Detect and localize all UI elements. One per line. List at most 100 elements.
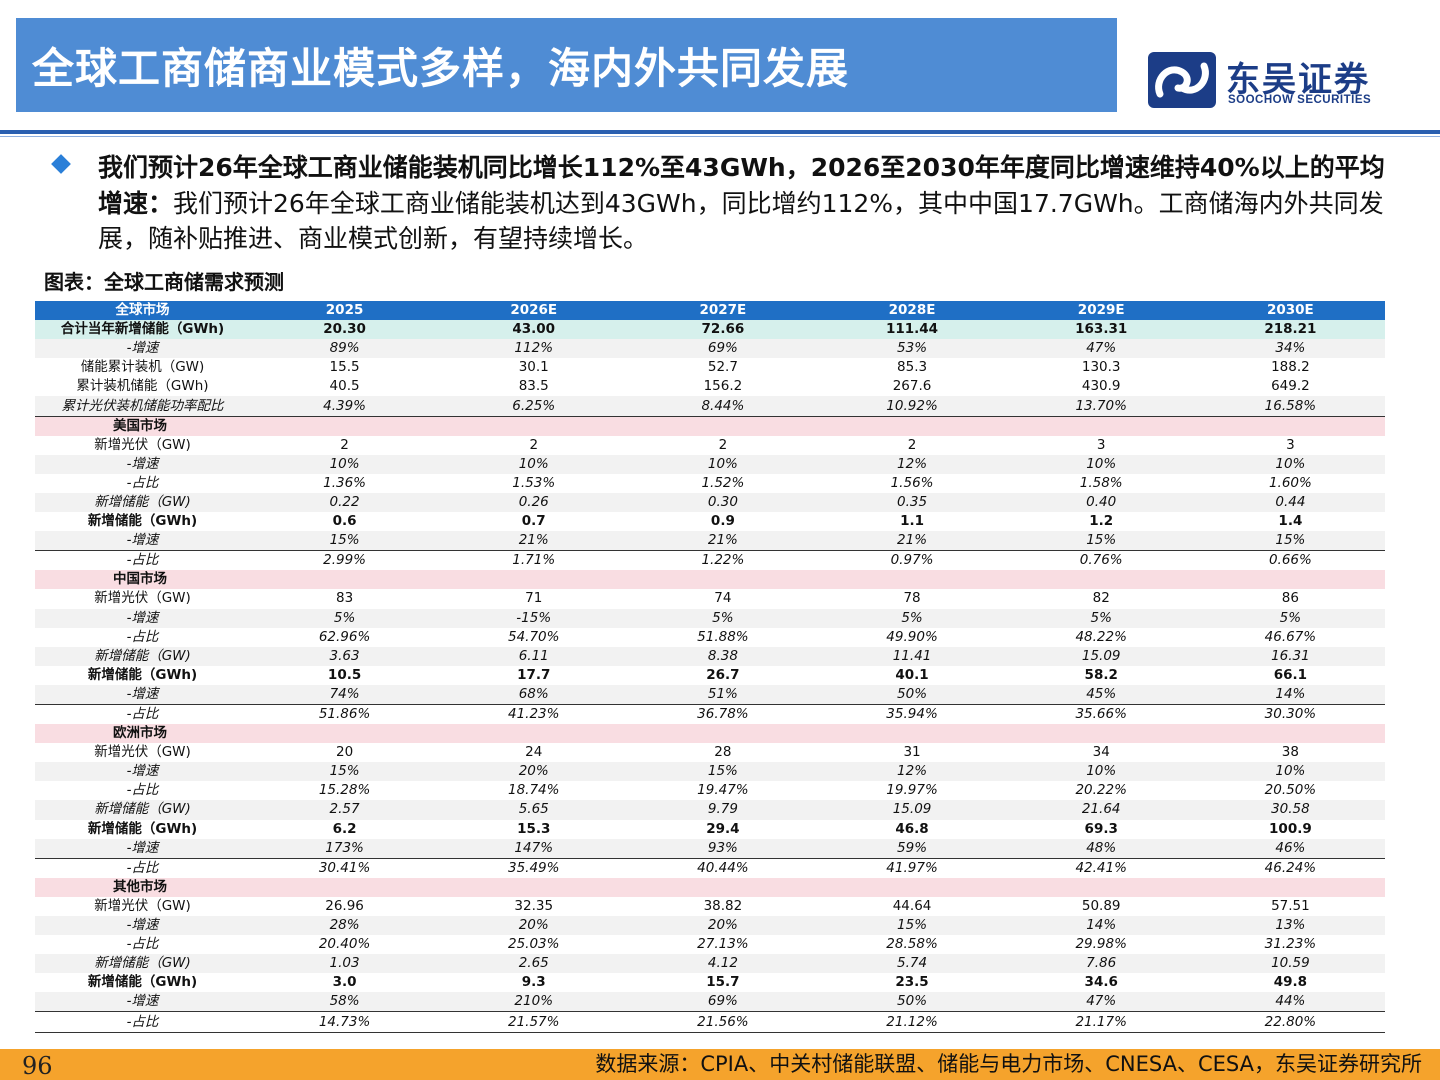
table-row: 新增储能（GW) 1.03 2.65 4.12 5.74 7.86 10.59	[35, 954, 1385, 974]
value-cell: 50%	[817, 684, 1007, 705]
value-cell: 173%	[250, 838, 440, 859]
value-cell: 649.2	[1271, 378, 1310, 395]
header-cell: 2028E	[817, 301, 1007, 321]
header-cell: 2030E	[1195, 301, 1385, 321]
value-cell: 5.74	[817, 954, 1007, 974]
value-cell: 0.26	[439, 492, 629, 513]
table-row: -占比 14.73% 21.57% 21.56% 21.12% 21.17% 22.80%	[35, 1011, 1385, 1033]
value-cell: 16.58%	[1195, 396, 1385, 417]
table-row: 新增储能（GW) 2.57 5.65 9.79 15.09 21.64 30.58	[35, 800, 1385, 820]
value-cell: 4.12	[628, 954, 818, 974]
value-cell: 15.7	[706, 974, 740, 991]
value-cell: 28%	[250, 916, 440, 936]
value-cell: 1.56%	[890, 474, 934, 491]
value-cell: 69%	[628, 992, 818, 1013]
value-cell	[1006, 570, 1196, 590]
key-point-body: 我们预计26年全球工商业储能装机达到43GWh，同比增约112%，其中中国17.…	[98, 188, 1384, 254]
value-cell: 20.30	[250, 320, 440, 340]
key-point-text: 我们预计26年全球工商业储能装机同比增长112%至43GWh，2026至2030…	[98, 150, 1394, 257]
value-cell: 35.94%	[886, 706, 938, 723]
value-cell: 0.35	[817, 492, 1007, 513]
value-cell: 29.4	[706, 820, 740, 837]
value-cell: -15%	[439, 608, 629, 628]
value-cell: 44.64	[892, 897, 932, 914]
value-cell	[1006, 416, 1196, 436]
header-cell: 2026E	[439, 301, 629, 321]
value-cell: 21.57%	[439, 1011, 629, 1033]
header-cell: 2027E	[628, 301, 818, 321]
value-cell: 58.2	[1084, 666, 1118, 683]
value-cell	[817, 416, 1007, 436]
value-cell: 3	[1286, 436, 1295, 453]
value-cell: 5%	[1195, 608, 1385, 628]
value-cell: 6.11	[439, 646, 629, 666]
table-row: -增速 15% 21% 21% 21% 15% 15%	[35, 531, 1385, 552]
page-title: 全球工商储商业模式多样，海内外共同发展	[32, 43, 850, 93]
row-label-cell: 欧洲市场	[35, 724, 250, 744]
row-label-cell: -占比	[126, 782, 159, 799]
value-cell: 2	[529, 436, 539, 453]
table-row: -增速 74% 68% 51% 50% 45% 14%	[35, 684, 1385, 705]
value-cell: 8.38	[628, 646, 818, 666]
table-row: -增速 10% 10% 10% 12% 10% 10%	[35, 454, 1385, 474]
value-cell: 6.2	[332, 820, 357, 837]
row-label-cell: 新增储能（GWh)	[87, 820, 198, 837]
row-label-cell: -占比	[126, 706, 159, 723]
value-cell: 1.03	[250, 954, 440, 974]
value-cell: 7.86	[1006, 954, 1196, 974]
value-cell: 21%	[628, 531, 818, 552]
row-label-cell: -占比	[126, 859, 159, 876]
value-cell: 74%	[250, 684, 440, 705]
value-cell	[1006, 877, 1196, 897]
row-label-cell: -增速	[35, 339, 250, 359]
value-cell: 112%	[439, 339, 629, 359]
value-cell: 72.66	[628, 320, 818, 340]
value-cell: 15.09	[1006, 646, 1196, 666]
table-row: 储能累计装机（GW) 15.5 30.1 52.7 85.3 130.3 188.2	[35, 358, 1385, 377]
value-cell: 30.41%	[318, 859, 371, 876]
row-label-cell: -占比	[126, 628, 159, 645]
value-cell: 17.7	[517, 666, 551, 683]
value-cell: 41.23%	[507, 706, 560, 723]
value-cell: 1.1	[900, 513, 924, 530]
value-cell: 51.86%	[318, 706, 371, 723]
row-label-cell: 新增光伏（GW)	[94, 897, 191, 914]
value-cell: 0.44	[1195, 492, 1385, 513]
value-cell	[628, 416, 818, 436]
value-cell: 10%	[250, 454, 440, 474]
soochow-logo-icon	[1148, 52, 1216, 108]
table-row: 新增储能（GW) 3.63 6.11 8.38 11.41 15.09 16.31	[35, 646, 1385, 666]
value-cell: 0.66%	[1268, 552, 1312, 569]
value-cell: 267.6	[892, 378, 932, 395]
value-cell: 15%	[1195, 531, 1385, 552]
demand-forecast-table: 全球市场 2025 2026E 2027E 2028E 2029E 2030E …	[35, 301, 1385, 1033]
value-cell: 10%	[439, 454, 629, 474]
value-cell: 22.80%	[1195, 1011, 1385, 1033]
value-cell: 26.96	[325, 897, 364, 914]
row-label-cell: 新增储能（GW)	[35, 954, 250, 974]
value-cell: 47%	[1006, 339, 1196, 359]
value-cell: 218.21	[1195, 320, 1385, 340]
value-cell: 54.70%	[507, 628, 560, 645]
value-cell: 1.58%	[1079, 474, 1123, 491]
value-cell: 20.50%	[1264, 782, 1317, 799]
value-cell: 46.67%	[1264, 628, 1317, 645]
table-row: 新增储能（GWh) 0.6 0.7 0.9 1.1 1.2 1.4	[35, 512, 1385, 531]
value-cell	[817, 724, 1007, 744]
table-row: -占比 51.86% 41.23% 36.78% 35.94% 35.66% 30.30%	[35, 704, 1385, 724]
brand-logo: 东吴证券 SOOCHOW SECURITIES	[1146, 48, 1426, 112]
value-cell: 31	[903, 744, 921, 761]
value-cell: 3	[1096, 436, 1106, 453]
value-cell: 5%	[817, 608, 1007, 628]
table-section-row: 中国市场	[35, 570, 1385, 590]
value-cell: 50.89	[1081, 897, 1121, 914]
table-row: 新增光伏（GW) 26.96 32.35 38.82 44.64 50.89 57.51	[35, 897, 1385, 916]
value-cell: 71	[525, 590, 543, 607]
value-cell: 12%	[817, 762, 1007, 782]
value-cell: 6.25%	[439, 396, 629, 417]
row-label-cell: -增速	[35, 454, 250, 474]
value-cell: 20.40%	[318, 936, 371, 953]
value-cell: 85.3	[897, 359, 928, 376]
row-label-cell: 新增光伏（GW)	[94, 744, 191, 761]
value-cell: 2	[718, 436, 728, 453]
